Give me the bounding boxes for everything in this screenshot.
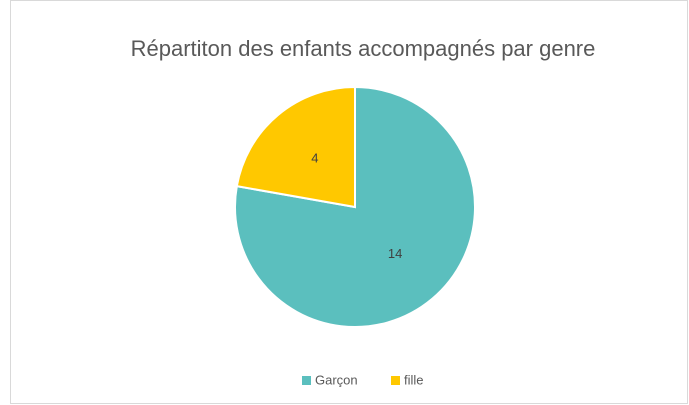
data-label: 4 <box>311 151 318 166</box>
legend-label: fille <box>404 372 424 387</box>
pie-slice <box>235 85 356 209</box>
chart-title: Répartiton des enfants accompagnés par g… <box>131 36 596 61</box>
legend-swatch <box>302 376 311 385</box>
legend-swatch <box>391 376 400 385</box>
legend-label: Garçon <box>315 372 358 387</box>
data-label: 14 <box>388 246 402 261</box>
